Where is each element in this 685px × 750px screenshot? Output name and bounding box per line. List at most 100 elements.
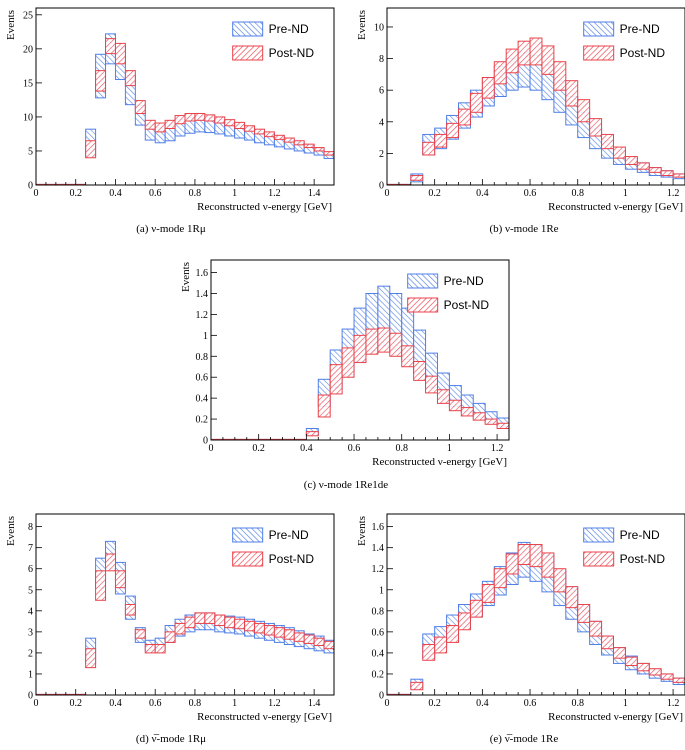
band-bin (184, 113, 196, 122)
band-bin (446, 625, 460, 643)
x-tick-label: 0.4 (300, 443, 313, 454)
panel-caption: (d) ν̅-mode 1Rμ (136, 733, 206, 745)
panel-caption: (b) ν-mode 1Re (489, 223, 558, 235)
band-bin (422, 141, 436, 156)
y-tick-label: 0.8 (196, 352, 209, 363)
legend-label: Pre-ND (269, 22, 309, 36)
band-bin (481, 584, 495, 603)
band-bin (565, 586, 579, 609)
y-axis-label: Events (356, 10, 368, 40)
y-tick-label: 0.4 (196, 394, 209, 405)
band-bin (144, 643, 156, 654)
y-tick-label: 1 (379, 585, 384, 596)
y-tick-label: 10 (374, 22, 384, 33)
band-bin (273, 134, 285, 140)
y-tick-label: 0 (203, 436, 208, 447)
x-axis-label: Reconstructed ν-energy [GeV] (197, 201, 332, 213)
y-tick-label: 1.2 (372, 564, 385, 575)
y-tick-label: 2 (28, 648, 33, 659)
band-bin (672, 677, 685, 683)
x-tick-label: 1.4 (308, 698, 321, 709)
x-axis-label: Reconstructed ν-energy [GeV] (372, 456, 507, 468)
y-tick-label: 0 (379, 181, 384, 192)
y-tick-label: 1.2 (196, 310, 209, 321)
band-bin (303, 143, 315, 149)
x-tick-label: 0.8 (189, 188, 202, 199)
y-tick-label: 0.2 (196, 415, 209, 426)
y-tick-label: 1.4 (372, 543, 385, 554)
y-tick-label: 10 (23, 112, 33, 123)
band-bin (95, 70, 107, 92)
y-tick-label: 0.4 (372, 648, 385, 659)
band-bin (517, 40, 531, 66)
band-bin (317, 394, 331, 418)
band-bin (460, 407, 474, 417)
band-bin (458, 108, 471, 126)
legend-swatch (583, 551, 615, 567)
band-bin (672, 173, 685, 178)
band-bin (95, 570, 107, 601)
y-tick-label: 3 (28, 627, 33, 638)
legend-label: Pre-ND (444, 274, 484, 288)
band-bin (254, 128, 265, 135)
band-bin (589, 620, 603, 637)
panel-caption: (e) ν̅-mode 1Re (490, 733, 559, 745)
legend-swatch (407, 273, 439, 289)
x-tick-label: 0.4 (109, 698, 122, 709)
y-tick-label: 7 (28, 543, 33, 554)
x-tick-label: 1.2 (491, 443, 504, 454)
y-tick-label: 0.2 (372, 669, 385, 680)
band-bin (553, 61, 567, 91)
band-bin (341, 347, 355, 378)
band-bin (496, 422, 510, 429)
band-bin (529, 37, 543, 66)
band-bin (493, 61, 507, 85)
x-tick-label: 0.8 (395, 443, 408, 454)
y-tick-label: 8 (379, 54, 384, 65)
band-bin (565, 80, 579, 107)
y-tick-label: 15 (23, 78, 33, 89)
x-tick-label: 1 (623, 188, 628, 199)
band-bin (389, 332, 403, 357)
band-bin (164, 119, 176, 129)
band-bin (105, 553, 116, 572)
x-tick-label: 0.2 (69, 698, 82, 709)
band-bin (244, 620, 256, 632)
band-bin (273, 627, 285, 638)
band-bin (154, 122, 166, 133)
band-bin (303, 634, 315, 644)
band-bin (425, 375, 438, 394)
band-bin (422, 643, 436, 661)
y-tick-label: 1 (203, 331, 208, 342)
band-bin (648, 668, 662, 676)
band-bin (612, 146, 626, 159)
band-bin (323, 640, 335, 650)
x-tick-label: 0.6 (524, 188, 537, 199)
band-bin (124, 70, 136, 87)
panel-caption: (c) ν-mode 1Re1de (304, 479, 389, 491)
x-tick-label: 1.2 (268, 188, 281, 199)
x-axis-label: Reconstructed ν-energy [GeV] (548, 201, 683, 213)
y-tick-label: 2 (379, 149, 384, 160)
y-tick-label: 1.6 (372, 522, 385, 533)
band-bin (234, 618, 246, 630)
x-tick-label: 1 (232, 188, 237, 199)
band-bin (410, 681, 424, 691)
x-axis-label: Reconstructed ν-energy [GeV] (197, 711, 332, 723)
x-tick-label: 0.6 (348, 443, 361, 454)
legend-swatch (232, 551, 264, 567)
y-tick-label: 1 (28, 669, 33, 680)
chart-e: 0 0.2 0.4 0.6 0.8 1 1.2 0 0.2 0.4 0.6 0.8 1 1.2 1.4 1.6… (356, 513, 685, 745)
band-bin (224, 119, 236, 127)
y-axis-label: Events (356, 516, 368, 546)
band-bin (204, 114, 216, 122)
legend-label: Post-ND (620, 46, 666, 60)
y-tick-label: 0.6 (372, 627, 385, 638)
band-bin (601, 635, 614, 650)
band-bin (484, 418, 498, 425)
y-tick-label: 4 (379, 117, 384, 128)
band-bin (234, 121, 246, 129)
x-tick-label: 0 (34, 698, 39, 709)
band-bin (134, 100, 146, 115)
band-bin (410, 175, 424, 181)
